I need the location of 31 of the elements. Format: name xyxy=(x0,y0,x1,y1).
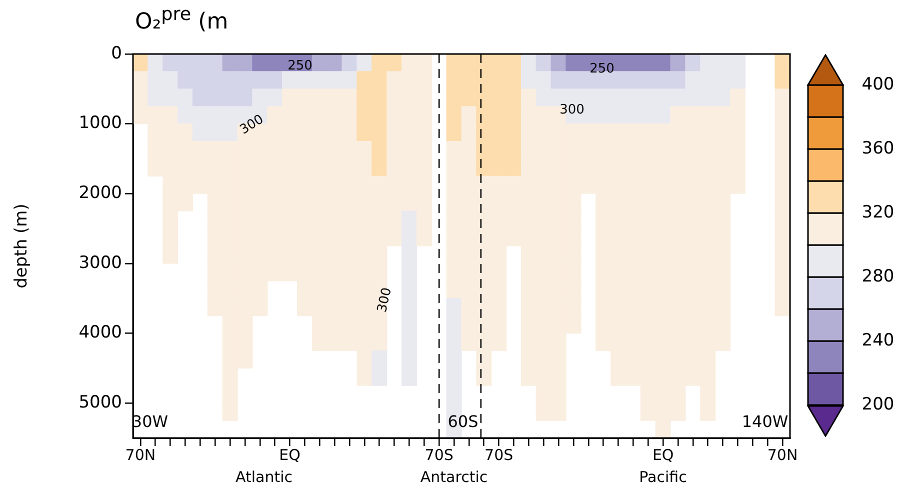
y-tick-label: 4000 xyxy=(78,322,122,343)
x-tick-label: 70S xyxy=(484,446,514,464)
y-tick-label: 0 xyxy=(111,43,122,64)
text: Antarctic xyxy=(420,468,488,486)
y-tick-label: 3000 xyxy=(78,252,122,273)
y-tick-label: 5000 xyxy=(78,392,122,413)
color-bar-label: 280 xyxy=(862,266,894,286)
annotation: 300 xyxy=(237,112,266,138)
annotation: 250 xyxy=(590,61,614,76)
text: Atlantic xyxy=(235,468,293,486)
y-axis-title: depth (m) xyxy=(12,204,32,288)
color-bar-label: 320 xyxy=(862,202,894,222)
y-tick-label: 2000 xyxy=(78,183,122,204)
x-tick-label: 70S xyxy=(424,446,454,464)
chart-title: O₂$^{pre}$ (m xyxy=(135,3,228,36)
color-bar-label: 200 xyxy=(862,394,894,414)
x-tick-label: EQ xyxy=(652,446,674,464)
color-bar-label: 240 xyxy=(862,330,894,350)
text: Pacific xyxy=(639,468,687,486)
annotation: 140W xyxy=(742,412,788,432)
color-bar-label: 360 xyxy=(862,138,894,158)
annotation: 30W xyxy=(132,412,168,432)
x-tick-label: 70N xyxy=(125,446,156,464)
annotation: 300 xyxy=(560,102,584,118)
x-tick-label: 70N xyxy=(767,446,798,464)
y-tick-label: 1000 xyxy=(78,113,122,134)
annotation: 60S xyxy=(448,412,478,432)
annotation: 300 xyxy=(374,286,395,314)
color-bar-label: 400 xyxy=(862,74,894,94)
annotation: 250 xyxy=(288,58,312,74)
x-tick-label: EQ xyxy=(279,446,300,464)
